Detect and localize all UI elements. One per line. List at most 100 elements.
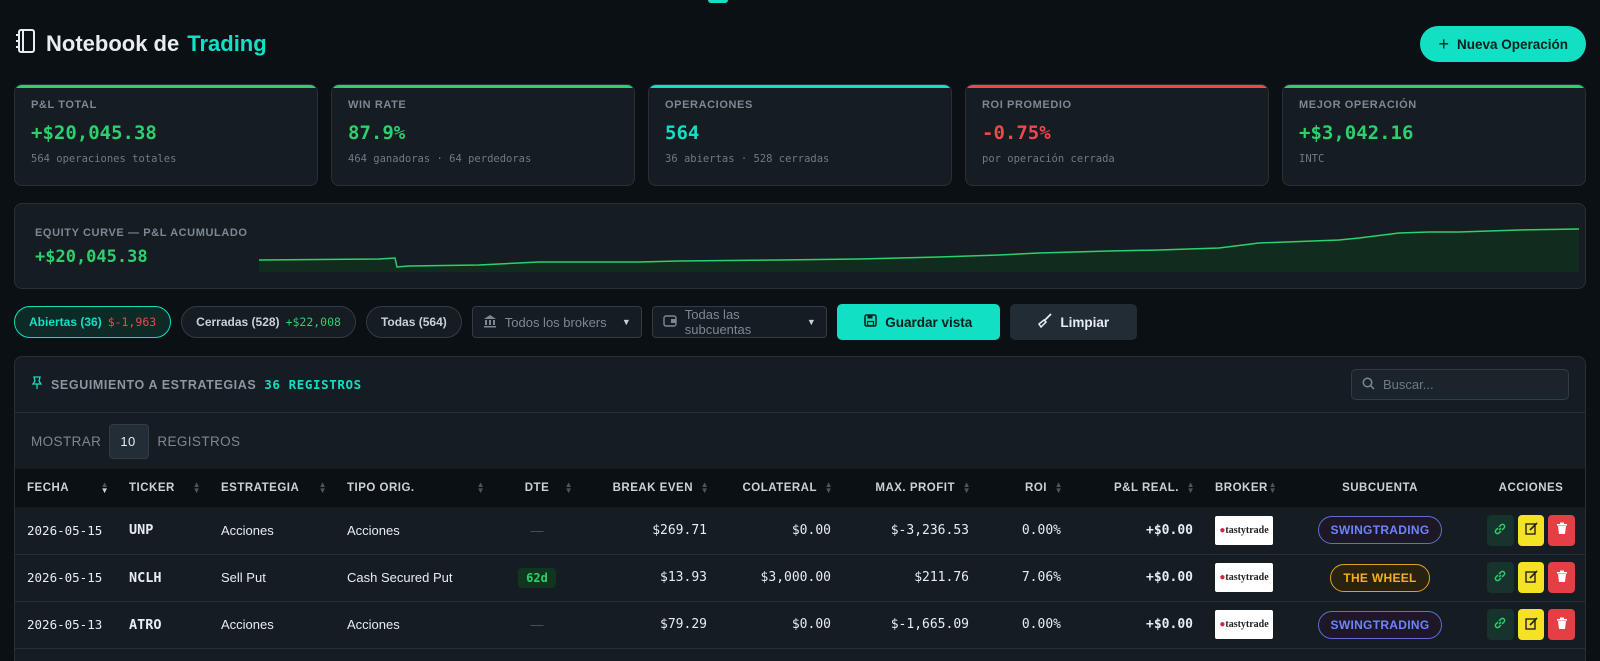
kpi-value: +$3,042.16 [1299,122,1414,144]
subaccount-badge: THE WHEEL [1330,563,1430,592]
sort-icon: ▲ ▼ [318,480,327,495]
brokers-select[interactable]: Todos los brokers ▼ [471,306,642,338]
column-header-pl-real[interactable]: P&L REAL. ▲ ▼ [1114,480,1195,495]
header: Notebook de Trading + Nueva Operación [14,24,1586,64]
edit-icon [1524,522,1538,538]
cell-broker: ●tastytrade [1203,554,1285,602]
cell-fecha: 2026-05-15 [15,554,117,602]
cell-colateral: $0.00 [717,601,841,649]
cell-pl-real: +$0.00 [1071,601,1203,649]
cell-dte: 62d [493,554,581,602]
cell-colateral: $0.00 [717,507,841,555]
filter-all[interactable]: Todas (564) [365,306,462,338]
column-header-max-profit[interactable]: MAX. PROFIT ▲ ▼ [875,480,971,495]
save-view-label: Guardar vista [885,314,973,330]
kpi-card-operaciones: OPERACIONES 564 36 abiertas · 528 cerrad… [648,84,952,186]
cell-broker: ●tastytrade [1203,601,1285,649]
kpi-label: OPERACIONES [665,99,753,111]
subaccounts-select[interactable]: Todas las subcuentas ▼ [651,306,827,338]
edit-button[interactable] [1517,609,1545,640]
cell-roi: 7.06% [979,554,1071,602]
strategies-panel: SEGUIMIENTO A ESTRATEGIAS 36 REGISTROS B… [14,356,1586,661]
sort-icon: ▲ ▼ [1054,480,1063,495]
column-header-broker[interactable]: BROKER ▲ ▼ [1215,480,1277,495]
column-header-subcuenta[interactable]: SUBCUENTA [1342,482,1418,494]
column-header-dte[interactable]: DTE ▲ ▼ [524,480,573,495]
column-header-break-even[interactable]: BREAK EVEN ▲ ▼ [612,480,709,495]
chevron-down-icon: ▼ [806,317,816,327]
cell-roi: 0.00% [979,601,1071,649]
link-button[interactable] [1487,514,1514,546]
trash-icon [1556,617,1568,633]
kpi-value: 564 [665,122,700,144]
cell-colateral: $3,000.00 [717,554,841,602]
column-header-estrategia[interactable]: ESTRATEGIA ▲ ▼ [221,480,327,495]
notebook-icon [14,28,38,60]
kpi-sub: 36 abiertas · 528 cerradas [665,153,830,165]
top-accent-bar [708,0,728,3]
column-header-fecha[interactable]: FECHA ▲ ▼ [27,480,109,495]
cell-pl-real: +$0.00 [1071,507,1203,555]
panel-title-text: SEGUIMIENTO A ESTRATEGIAS [51,377,257,392]
kpi-sub: 564 operaciones totales [31,153,177,165]
title-text: Notebook de [46,31,180,56]
column-header-tipo-orig[interactable]: TIPO ORIG. ▲ ▼ [347,480,485,495]
filter-closed[interactable]: Cerradas (528) +$22,008 [181,306,356,338]
column-header-ticker[interactable]: TICKER ▲ ▼ [129,480,201,495]
cell-fecha: 2026-05-13 [15,601,117,649]
link-button[interactable] [1487,562,1514,593]
equity-area [259,229,1579,272]
cell-max-profit: $211.76 [841,554,979,602]
new-operation-button[interactable]: + Nueva Operación [1420,26,1586,62]
cell-break-even: $269.71 [581,507,717,555]
cell-tipo: Acciones [335,507,493,555]
filter-closed-label: Cerradas (528) [196,315,280,329]
sort-desc-icon: ▲ ▼ [100,480,109,495]
filter-open[interactable]: Abiertas (36) $-1,963 [14,306,172,338]
edit-button[interactable] [1517,514,1545,546]
edit-button[interactable] [1517,562,1545,593]
column-header-colateral[interactable]: COLATERAL ▲ ▼ [742,480,833,495]
trash-icon [1556,570,1568,586]
cell-subcuenta: SWINGTRADING [1285,601,1475,649]
link-button[interactable] [1487,609,1514,640]
page-size-select[interactable]: 10 [109,423,150,459]
cell-tipo: Acciones [335,601,493,649]
save-view-button[interactable]: Guardar vista [836,304,1000,340]
delete-button[interactable] [1548,609,1576,640]
sort-icon: ▲ ▼ [476,480,485,495]
column-header-roi[interactable]: ROI ▲ ▼ [1025,480,1063,495]
cell-ticker: UNP [117,507,209,555]
cell-max-profit: $-1,665.09 [841,601,979,649]
show-label: MOSTRAR [31,433,102,449]
column-header-acciones: ACCIONES [1498,482,1564,494]
sort-icon: ▲ ▼ [192,480,201,495]
cell-tipo: Cash Secured Put [335,554,493,602]
cell-ticker: NCLH [117,554,209,602]
panel-header: SEGUIMIENTO A ESTRATEGIAS 36 REGISTROS B… [15,357,1585,413]
table-row[interactable]: 2026-05-15 UNP Acciones Acciones — $269.… [15,507,1585,555]
cell-ticker: ATRO [117,601,209,649]
edit-icon [1524,616,1538,633]
link-icon [1493,616,1507,633]
delete-button[interactable] [1548,562,1576,593]
sort-icon: ▲ ▼ [700,480,709,495]
kpi-cards: P&L TOTAL +$20,045.38 564 operaciones to… [14,84,1586,186]
search-input[interactable]: Buscar... [1351,369,1569,400]
clear-button[interactable]: Limpiar [1009,304,1137,340]
link-icon [1493,522,1507,539]
equity-label: EQUITY CURVE — P&L ACUMULADO [35,227,248,239]
table-row[interactable]: 2026-05-13 ATRO Acciones Acciones — $79.… [15,601,1585,649]
chevron-down-icon: ▼ [621,317,631,327]
delete-button[interactable] [1548,514,1576,546]
cell-broker: ●tastytrade [1203,507,1285,555]
cell-subcuenta: THE WHEEL [1285,554,1475,602]
tastytrade-logo: ●tastytrade [1215,563,1273,592]
sort-icon: ▲ ▼ [564,480,573,495]
filter-open-value: $-1,963 [107,315,157,329]
table-header-row: FECHA ▲ ▼ TICKER ▲ ▼ ESTRATEGIA ▲ ▼ TIPO ORIG.… [15,469,1585,507]
filter-closed-value: +$22,008 [285,315,341,329]
table-row[interactable]: 2026-05-15 NCLH Sell Put Cash Secured Pu… [15,554,1585,602]
kpi-value: -0.75% [982,122,1051,144]
equity-curve-panel: EQUITY CURVE — P&L ACUMULADO +$20,045.38 [14,203,1586,289]
